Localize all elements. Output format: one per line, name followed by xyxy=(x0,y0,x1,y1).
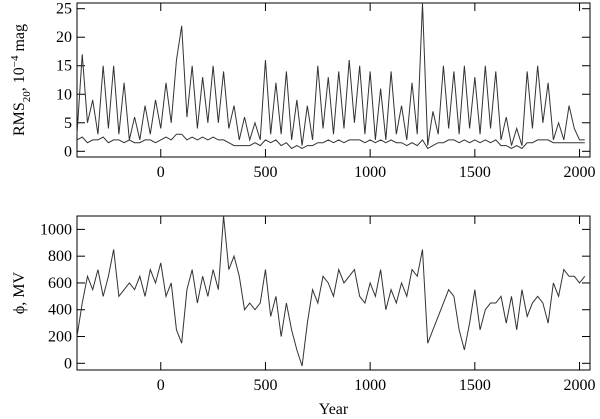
x-tick-label: 1500 xyxy=(459,164,491,181)
y-tick-label: 400 xyxy=(48,302,72,319)
y-tick-label: 25 xyxy=(56,1,72,18)
x-tick-label: 1000 xyxy=(354,377,386,394)
plot-frame xyxy=(76,2,591,158)
y-axis-label-part: mag xyxy=(11,24,28,56)
x-tick-label: 1500 xyxy=(459,377,491,394)
y-axis-label-part: −4 xyxy=(9,55,21,67)
data-line xyxy=(76,215,586,367)
y-tick-label: 600 xyxy=(48,275,72,292)
y-tick-label: 1000 xyxy=(40,221,72,238)
y-tick-label: 5 xyxy=(64,115,72,132)
y-axis-label-part: , 10 xyxy=(11,67,28,91)
y-tick-label: 200 xyxy=(48,329,72,346)
x-tick-label: 1000 xyxy=(354,164,386,181)
data-line xyxy=(76,2,585,146)
y-tick-label: 0 xyxy=(64,143,72,160)
y-tick-label: 10 xyxy=(56,86,72,103)
y-tick-label: 20 xyxy=(56,29,72,46)
x-tick-label: 0 xyxy=(157,377,165,394)
x-tick-label: 0 xyxy=(157,164,165,181)
y-tick-label: 0 xyxy=(64,355,72,372)
y-axis-label: RMS20, 10−4 mag xyxy=(9,24,33,136)
plot-frame xyxy=(76,215,591,371)
x-tick-label: 500 xyxy=(253,377,277,394)
y-axis-label: ϕ, MV xyxy=(11,271,28,314)
data-line xyxy=(76,133,585,150)
x-axis-label: Year xyxy=(319,401,349,418)
y-tick-label: 800 xyxy=(48,248,72,265)
x-tick-label: 2000 xyxy=(564,164,596,181)
y-axis-label-part: 20 xyxy=(21,91,33,103)
x-tick-label: 500 xyxy=(253,164,277,181)
x-tick-label: 2000 xyxy=(564,377,596,394)
y-axis-label-part: RMS xyxy=(11,102,28,136)
y-tick-label: 15 xyxy=(56,58,72,75)
